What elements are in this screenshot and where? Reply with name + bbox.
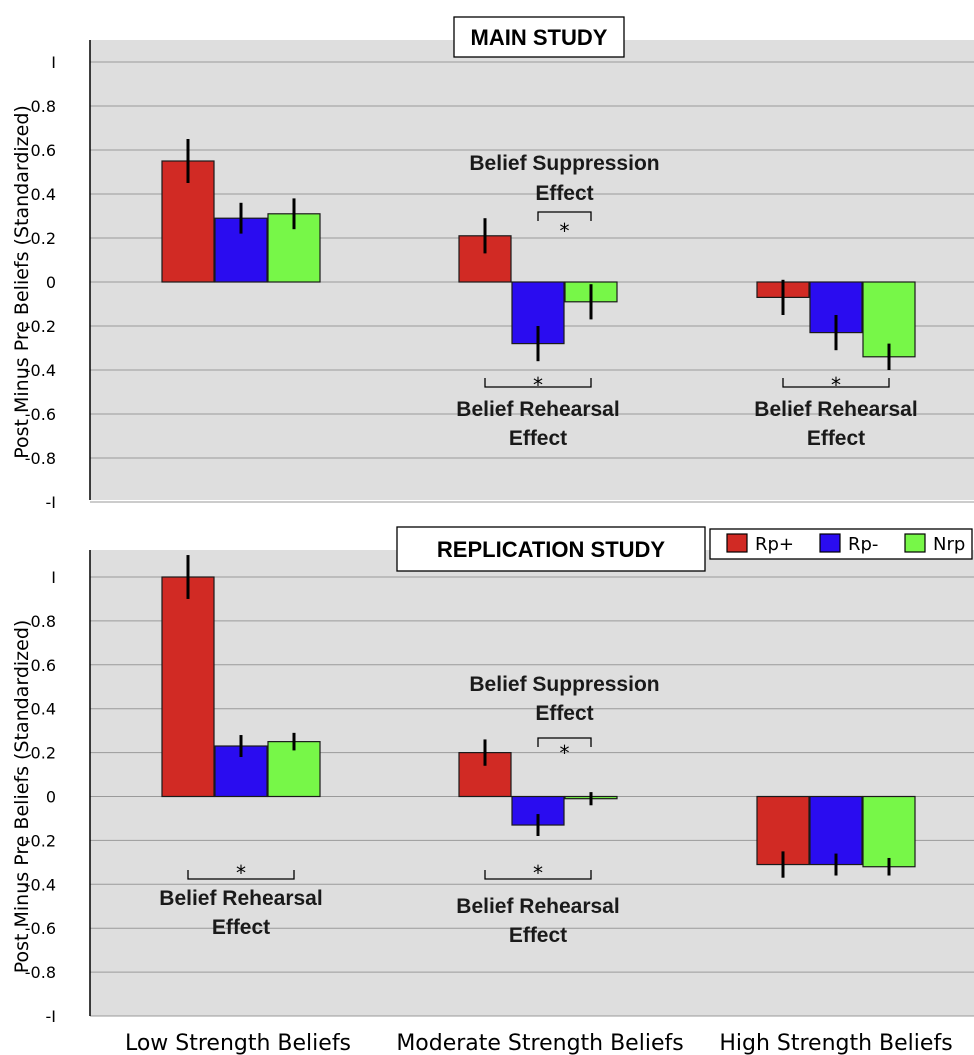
legend-label: Rp+ xyxy=(755,534,794,555)
significance-star: * xyxy=(533,861,543,885)
significance-bracket xyxy=(484,378,592,388)
annotation-label: Belief Rehearsal xyxy=(754,398,917,421)
y-tick-label: 0.4 xyxy=(31,700,56,719)
title-box xyxy=(453,16,625,58)
annotation-label: Belief Suppression xyxy=(469,152,659,175)
annotation-label: Effect xyxy=(807,427,865,450)
significance-annotation: *Belief Rehearsal Effect xyxy=(754,373,917,450)
y-tick-label: 0.6 xyxy=(31,656,56,675)
annotation-label: Belief Rehearsal xyxy=(456,895,619,918)
annotation-label: Effect xyxy=(535,182,593,205)
chart-title: MAIN STUDY xyxy=(471,25,608,50)
y-tick-label: -I xyxy=(46,493,57,512)
significance-bracket xyxy=(537,211,592,221)
chart-panel-2: I 0.8 0.6 0.4 0.2 0 -0.2 -0.4 -0.6 -0.8 -I Post Min… xyxy=(11,526,974,1026)
y-tick-label: -0.6 xyxy=(25,405,56,424)
y-tick-label: 0.6 xyxy=(31,141,56,160)
x-category-label: Moderate Strength Beliefs xyxy=(396,1031,683,1055)
y-tick-label: 0.2 xyxy=(31,229,56,248)
y-tick-label: 0.8 xyxy=(31,97,56,116)
y-tick-label: 0.2 xyxy=(31,744,56,763)
y-tick-label: -0.4 xyxy=(25,875,56,894)
y-tick-label: 0 xyxy=(46,273,56,292)
significance-annotation: * Belief Suppression Effect xyxy=(469,673,659,765)
significance-bracket xyxy=(537,737,592,747)
chart-title: REPLICATION STUDY xyxy=(437,537,665,562)
legend-swatch xyxy=(904,533,926,553)
y-tick-label: -0.6 xyxy=(25,919,56,938)
significance-bracket xyxy=(484,870,592,880)
bar-nrp-3 xyxy=(862,795,916,868)
legend: Rp+ Rp- Nrp xyxy=(709,528,973,560)
significance-star: * xyxy=(533,373,543,397)
bar-rpplus-1 xyxy=(161,576,215,798)
x-category-label: High Strength Beliefs xyxy=(719,1031,952,1055)
y-tick-label: I xyxy=(51,53,56,72)
y-axis-label: Post Minus Pre Beliefs (Standardized) xyxy=(11,620,33,974)
annotation-label: Effect xyxy=(509,427,567,450)
legend-label: Rp- xyxy=(848,534,878,555)
y-tick-label: 0 xyxy=(46,788,56,807)
bar-rpminus-3 xyxy=(809,795,863,866)
y-tick-label: -0.2 xyxy=(25,831,56,850)
legend-swatch xyxy=(819,533,841,553)
significance-star: * xyxy=(236,861,246,885)
annotation-label: Belief Rehearsal xyxy=(456,398,619,421)
legend-swatch xyxy=(726,533,748,553)
y-tick-label: 0.4 xyxy=(31,185,56,204)
annotation-label: Effect xyxy=(535,702,593,725)
legend-box xyxy=(709,528,973,560)
y-tick-label: -0.8 xyxy=(25,449,56,468)
significance-star: * xyxy=(831,373,841,397)
y-tick-label: -0.8 xyxy=(25,963,56,982)
annotation-label: Effect xyxy=(212,916,270,939)
chart-panel-1: I 0.8 0.6 0.4 0.2 0 -0.2 -0.4 -0.6 -0.8 -I Post Min… xyxy=(11,16,974,512)
significance-star: * xyxy=(560,219,570,243)
y-tick-label: -0.2 xyxy=(25,317,56,336)
annotation-label: Effect xyxy=(509,924,567,947)
y-tick-label: -0.4 xyxy=(25,361,56,380)
annotation-label: Belief Suppression xyxy=(469,673,659,696)
significance-star: * xyxy=(560,741,570,765)
significance-annotation: *Belief Rehearsal Effect xyxy=(159,861,322,939)
significance-annotation: * Belief Rehearsal Effect xyxy=(456,861,619,947)
y-tick-label: -I xyxy=(46,1007,57,1026)
significance-bracket xyxy=(782,378,890,388)
y-tick-label: I xyxy=(51,568,56,587)
significance-annotation: * Belief Suppression Effect xyxy=(469,152,659,243)
significance-bracket xyxy=(187,870,295,880)
legend-label: Nrp xyxy=(933,534,965,555)
title-box xyxy=(396,526,706,572)
y-tick-label: 0.8 xyxy=(31,612,56,631)
annotation-label: Belief Rehearsal xyxy=(159,887,322,910)
significance-annotation: *Belief Rehearsal Effect xyxy=(456,373,619,450)
x-category-label: Low Strength Beliefs xyxy=(125,1031,351,1055)
y-axis-label: Post Minus Pre Beliefs (Standardized) xyxy=(11,105,33,459)
bar-rpminus-3 xyxy=(809,281,863,334)
